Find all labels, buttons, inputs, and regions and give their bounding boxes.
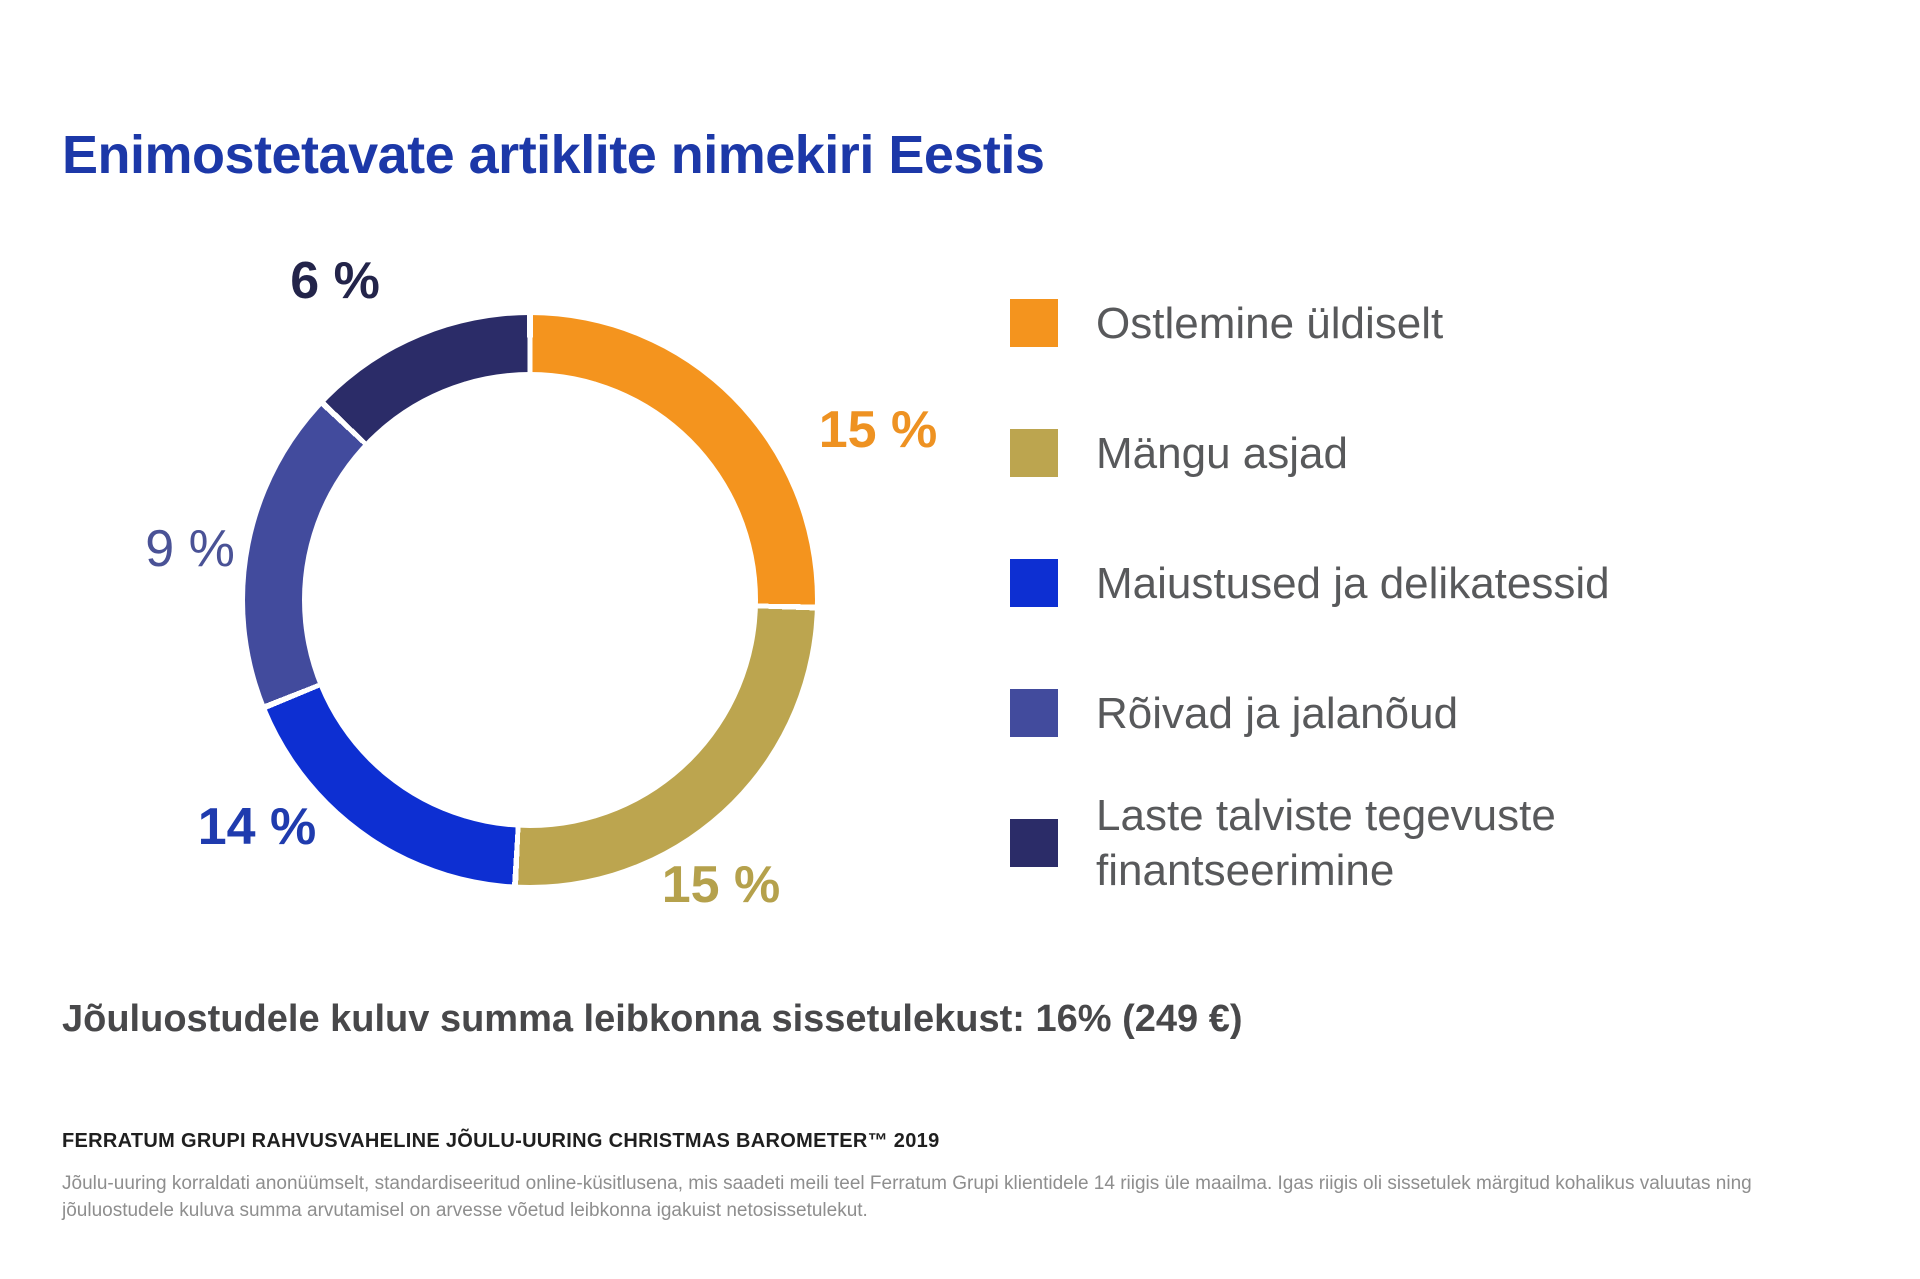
segment-percent-label: 15 % — [661, 856, 781, 914]
legend-label: Laste talviste tegevuste finantseerimine — [1096, 791, 1556, 895]
segment-percent-label: 14 % — [197, 798, 317, 856]
legend-label: Rõivad ja jalanõud — [1096, 688, 1459, 738]
segment-percent-label: 9 % — [145, 520, 235, 578]
segment-percent-label: 15 % — [818, 401, 938, 459]
footer-note: Jõulu-uuring korraldati anonüümselt, sta… — [62, 1173, 1752, 1221]
legend-label: Mängu asjad — [1096, 428, 1348, 478]
legend-swatch — [1010, 299, 1058, 347]
donut-chart — [245, 315, 815, 885]
legend-swatch — [1010, 429, 1058, 477]
legend-item: Laste talviste tegevuste finantseerimine — [1010, 778, 1656, 908]
legend-item: Maiustused ja delikatessid — [1010, 518, 1656, 648]
legend-swatch — [1010, 689, 1058, 737]
legend-item: Ostlemine üldiselt — [1010, 258, 1656, 388]
footer-heading: FERRATUM GRUPI RAHVUSVAHELINE JÕULU-UURI… — [62, 1130, 940, 1152]
legend-swatch — [1010, 559, 1058, 607]
legend-label: Maiustused ja delikatessid — [1096, 558, 1610, 608]
legend-swatch — [1010, 819, 1058, 867]
summary-text: Jõuluostudele kuluv summa leibkonna siss… — [62, 998, 1243, 1040]
legend-item: Rõivad ja jalanõud — [1010, 648, 1656, 778]
legend-label: Ostlemine üldiselt — [1096, 298, 1444, 348]
segment-percent-label: 6 % — [290, 252, 380, 310]
legend: Ostlemine üldiselt Mängu asjad Maiustused … — [1010, 258, 1656, 908]
page-title: Enimostetavate artiklite nimekiri Eestis — [62, 125, 1045, 186]
legend-item: Mängu asjad — [1010, 388, 1656, 518]
